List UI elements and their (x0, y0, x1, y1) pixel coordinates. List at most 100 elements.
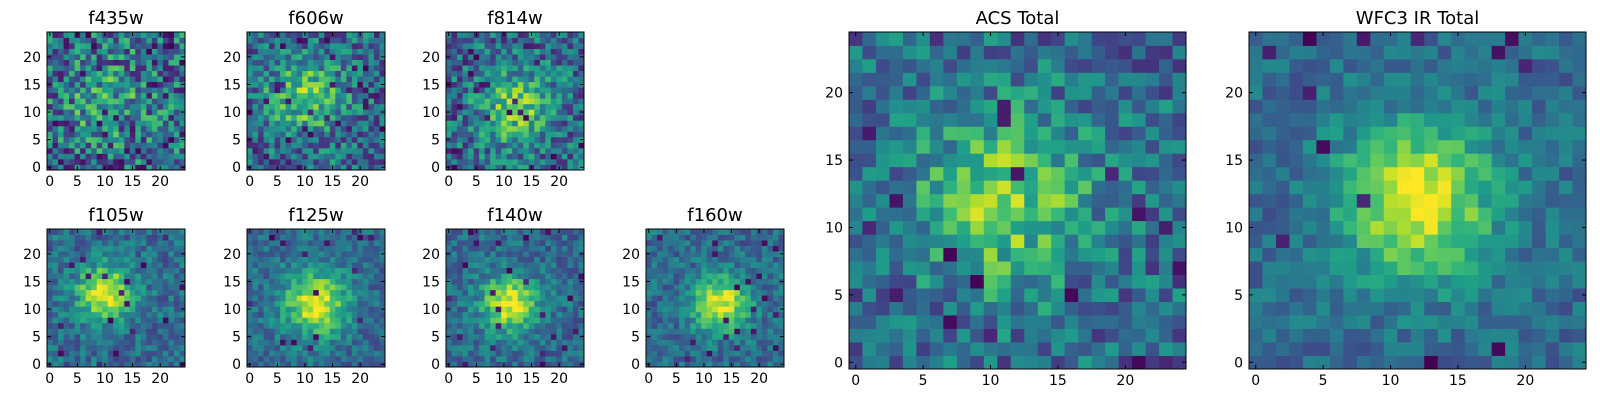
heatmap-cell (668, 300, 674, 307)
heatmap-cell (85, 81, 92, 88)
heatmap-cell (162, 92, 169, 99)
heatmap-cell (146, 147, 153, 154)
heatmap-cell (457, 229, 463, 235)
heatmap-cell (767, 361, 774, 368)
heatmap-cell (673, 339, 680, 346)
heatmap-cell (673, 251, 680, 257)
heatmap-cell (351, 289, 358, 296)
heatmap-cell (1172, 342, 1187, 356)
heatmap-cell (173, 350, 180, 357)
heatmap-cell (307, 125, 314, 132)
heatmap-cell (129, 300, 136, 307)
heatmap-cell (1091, 207, 1106, 222)
heatmap-cell (1064, 207, 1079, 222)
heatmap-cell (80, 256, 87, 263)
heatmap-cell (280, 267, 287, 274)
heatmap-cell (479, 245, 486, 252)
heatmap-cell (572, 267, 579, 274)
heatmap-cell (451, 234, 458, 241)
heatmap-cell (162, 350, 169, 357)
heatmap-cell (495, 114, 502, 121)
heatmap-cell (1159, 247, 1173, 262)
heatmap-cell (556, 267, 563, 274)
heatmap-cell (668, 267, 674, 274)
heatmap-cell (539, 289, 546, 296)
heatmap-cell (506, 48, 513, 55)
heatmap-cell (1145, 261, 1160, 276)
heatmap-cell (162, 284, 169, 291)
heatmap-cell (357, 142, 364, 149)
heatmap-cell (102, 267, 109, 274)
heatmap-cell (550, 48, 557, 55)
heatmap-cell (875, 301, 890, 316)
heatmap-cell (47, 43, 53, 49)
heatmap-cell (258, 153, 264, 160)
heatmap-cell (74, 317, 81, 324)
heatmap-cell (140, 273, 147, 280)
heatmap-cell (351, 344, 358, 351)
heatmap-cell (657, 262, 663, 269)
heatmap-cell (151, 344, 158, 351)
heatmap-cell (849, 234, 863, 249)
heatmap-cell (468, 54, 474, 60)
heatmap-cell (313, 300, 320, 307)
heatmap-cell (1051, 315, 1066, 329)
heatmap-cell (462, 147, 469, 154)
heatmap-cell (1078, 315, 1093, 329)
heatmap-cell (318, 76, 325, 83)
heatmap-cell (728, 295, 735, 302)
heatmap-cell (379, 245, 386, 252)
heatmap-cell (263, 295, 270, 302)
heatmap-cell (373, 48, 380, 55)
heatmap-cell (113, 355, 120, 362)
heatmap-cell (69, 70, 75, 77)
heatmap-cell (539, 361, 546, 368)
heatmap-cell (63, 317, 70, 324)
heatmap-cell (91, 43, 98, 49)
heatmap-cell (329, 92, 336, 99)
heatmap-cell (129, 306, 136, 313)
heatmap-cell (280, 109, 287, 116)
heatmap-cell (47, 37, 53, 44)
heatmap-cell (506, 262, 513, 269)
heatmap-cell (318, 32, 325, 38)
heatmap-cell (528, 70, 535, 77)
heatmap-cell (462, 142, 469, 149)
heatmap-cell (373, 311, 380, 318)
heatmap-cell (351, 284, 358, 291)
heatmap-cell (761, 300, 768, 307)
heatmap-cell (335, 339, 342, 346)
heatmap-cell (63, 234, 70, 241)
heatmap-cell (712, 267, 719, 274)
heatmap-cell (118, 278, 125, 285)
heatmap-cell (140, 131, 147, 138)
heatmap-cell (157, 339, 164, 346)
heatmap-cell (712, 295, 719, 302)
heatmap-cell (47, 273, 53, 280)
heatmap-cell (517, 65, 524, 72)
heatmap-cell (324, 109, 331, 116)
heatmap-cell (657, 322, 663, 329)
heatmap-cell (302, 59, 309, 66)
heatmap-cell (561, 328, 568, 335)
heatmap-cell (118, 229, 125, 235)
heatmap-cell (479, 43, 486, 49)
heatmap-cell (85, 32, 92, 38)
heatmap-cell (490, 54, 497, 60)
heatmap-cell (539, 245, 546, 252)
heatmap-cell (329, 109, 336, 116)
heatmap-cell (578, 70, 585, 77)
heatmap-cell (274, 262, 281, 269)
heatmap-cell (113, 295, 120, 302)
heatmap-cell (80, 125, 87, 132)
heatmap-cell (58, 70, 64, 77)
heatmap-cell (318, 120, 325, 127)
heatmap-cell (373, 125, 380, 132)
heatmap-cell (118, 92, 125, 99)
heatmap-cell (490, 131, 497, 138)
heatmap-cell (362, 311, 369, 318)
heatmap-cell (679, 229, 686, 235)
heatmap-cell (173, 98, 180, 105)
heatmap-cell (534, 273, 541, 280)
